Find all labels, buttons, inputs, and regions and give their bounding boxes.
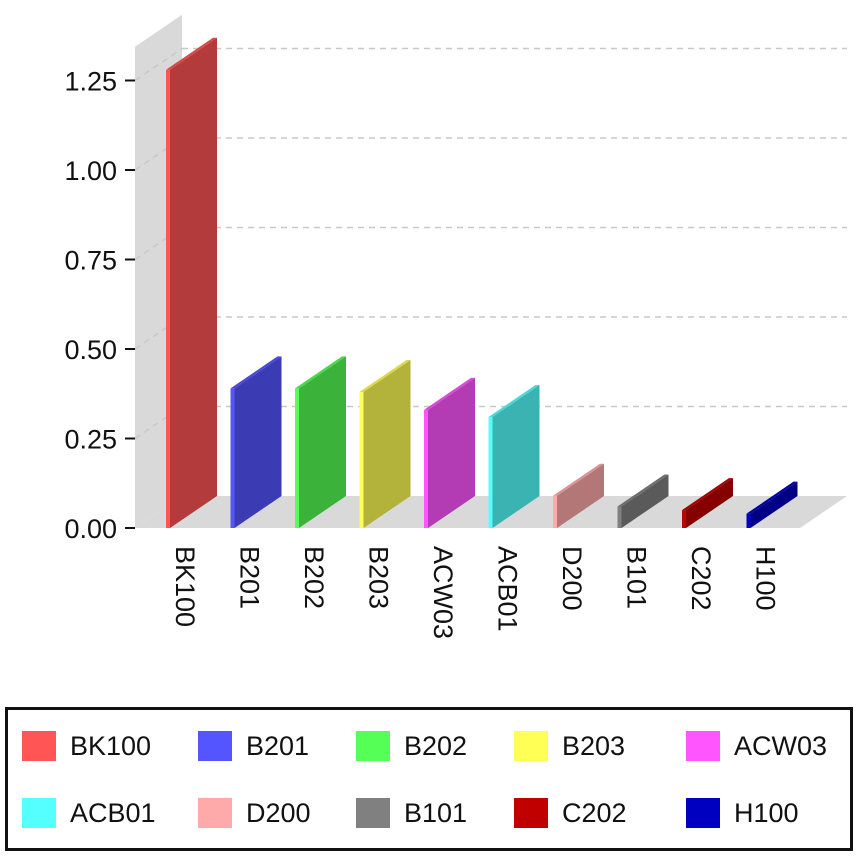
bar-b101: [617, 474, 669, 528]
bar-front: [488, 417, 493, 528]
legend-swatch: [22, 798, 56, 828]
legend-label: H100: [734, 797, 799, 828]
bar-acb01: [488, 385, 540, 528]
bar-side: [492, 385, 540, 528]
bar-top: [682, 478, 733, 511]
gridlines: [134, 47, 847, 440]
legend-item: B202: [356, 726, 467, 766]
legend-item: B203: [514, 726, 625, 766]
bar-top: [230, 356, 282, 389]
y-tick-label: 0.50: [64, 335, 117, 365]
legend-item: B201: [198, 726, 309, 766]
bar-side: [170, 37, 217, 528]
x-tick-label: B203: [364, 546, 394, 609]
legend-swatch: [356, 798, 390, 828]
bar-h100: [746, 481, 798, 528]
x-axis-labels: BK100 B201 B202 B203 ACW03 ACB01 D200 B101 C202 H…: [170, 546, 781, 639]
bars: [166, 37, 798, 528]
bar-side: [750, 481, 798, 528]
bar-chart: 0.00 0.25 0.50 0.75 1.00 1.25 BK100 B201 B202 B2…: [64, 14, 847, 639]
legend-label: B203: [562, 730, 626, 761]
legend-label: B101: [404, 797, 468, 828]
bar-front: [424, 409, 428, 528]
bar-front: [295, 388, 299, 528]
legend-item: D200: [198, 793, 311, 833]
legend-item: B101: [356, 793, 467, 833]
bar-top: [746, 481, 798, 514]
legend-swatch: [686, 798, 720, 828]
x-tick-label: BK100: [170, 546, 200, 627]
bar-front: [746, 513, 751, 528]
legend-swatch: [198, 798, 232, 828]
bar-acw03: [424, 377, 475, 528]
x-tick-label: C202: [686, 546, 716, 611]
x-tick-label: B101: [622, 546, 652, 609]
legend-label: B201: [246, 730, 310, 761]
legend-swatch: [22, 731, 56, 761]
bar-front: [553, 495, 557, 528]
y-tick-label: 1.00: [64, 156, 117, 186]
x-tick-label: ACW03: [428, 546, 458, 639]
bar-side: [621, 474, 669, 528]
y-tick-label: 0.25: [64, 425, 117, 455]
bar-front: [230, 388, 235, 528]
legend-item: ACW03: [686, 726, 827, 766]
x-tick-label: B201: [235, 546, 265, 609]
y-tick-label: 0.75: [64, 246, 117, 276]
bar-side: [299, 356, 346, 528]
legend-label: C202: [562, 797, 627, 828]
bar-b203: [359, 359, 411, 528]
legend-swatch: [514, 731, 548, 761]
bar-front: [166, 69, 170, 528]
legend-swatch: [198, 731, 232, 761]
bar-top: [617, 474, 669, 507]
bar-top: [359, 359, 411, 392]
bar-front: [359, 391, 364, 528]
legend-label: D200: [246, 797, 311, 828]
bar-side: [557, 463, 604, 528]
bar-side: [686, 478, 733, 528]
x-tick-label: ACB01: [493, 546, 523, 632]
bar-top: [488, 385, 540, 418]
legend-label: ACW03: [734, 730, 828, 761]
legend-swatch: [356, 731, 390, 761]
bar-b201: [230, 356, 282, 528]
bar-front: [682, 510, 686, 528]
y-tick-label: 0.00: [64, 514, 117, 544]
bar-b202: [295, 356, 346, 528]
x-tick-label: H100: [751, 546, 781, 611]
bar-top: [424, 377, 475, 410]
legend-item: BK100: [22, 726, 151, 766]
legend-label: ACB01: [70, 797, 156, 828]
bar-top: [553, 463, 604, 496]
x-tick-label: B202: [299, 546, 329, 609]
legend-item: ACB01: [22, 793, 156, 833]
legend-item: H100: [686, 793, 799, 833]
bar-bk100: [166, 37, 217, 528]
bar-top: [166, 37, 217, 70]
bar-c202: [682, 478, 733, 528]
legend: BK100 B201 B202 B203 ACW03 ACB01 D200 B101 C202 H…: [5, 707, 853, 851]
legend-label: B202: [404, 730, 468, 761]
y-tick-label: 1.25: [64, 67, 117, 97]
bar-side: [428, 377, 475, 528]
legend-swatch: [514, 798, 548, 828]
legend-item: C202: [514, 793, 627, 833]
x-tick-label: D200: [557, 546, 587, 611]
legend-swatch: [686, 731, 720, 761]
y-axis: 0.00 0.25 0.50 0.75 1.00 1.25: [64, 67, 135, 544]
bar-top: [295, 356, 346, 389]
legend-label: BK100: [70, 730, 152, 761]
gridline-diagonal: [134, 47, 183, 82]
bar-side: [363, 359, 411, 528]
bar-d200: [553, 463, 604, 528]
bar-front: [617, 506, 622, 528]
bar-side: [234, 356, 282, 528]
